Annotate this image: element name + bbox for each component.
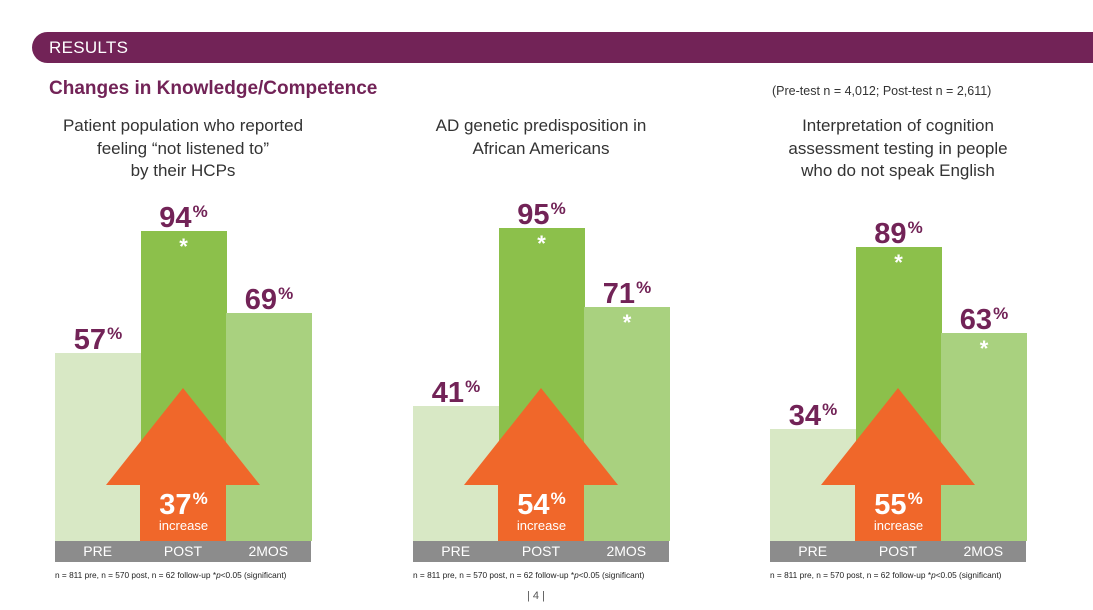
data-label-value: 69 bbox=[244, 284, 278, 317]
increase-number: 37 bbox=[159, 489, 192, 521]
increase-value: 37% bbox=[141, 484, 227, 520]
data-label: 69% bbox=[226, 279, 312, 315]
chart-title-line: by their HCPs bbox=[130, 161, 236, 180]
increase-number: 54 bbox=[517, 489, 550, 521]
data-label: 94% bbox=[141, 197, 227, 233]
arrow-shape bbox=[821, 388, 975, 541]
increase-arrow-icon bbox=[106, 388, 260, 541]
chart-panel: Patient population who reported feeling “… bbox=[55, 0, 312, 610]
tick-label: POST bbox=[878, 543, 918, 559]
increase-label: increase bbox=[873, 518, 924, 533]
section-title: Changes in Knowledge/Competence bbox=[49, 78, 378, 99]
increase-number: 55 bbox=[874, 489, 907, 521]
data-label-value: 63 bbox=[959, 304, 993, 337]
bar-2mos bbox=[226, 313, 312, 541]
data-label: 34% bbox=[770, 395, 856, 431]
percent-sign: % bbox=[465, 376, 481, 396]
tick-label: 2MOS bbox=[963, 543, 1004, 559]
data-label-value: 71 bbox=[602, 277, 636, 310]
banner-label: RESULTS bbox=[49, 38, 129, 57]
percent-sign: % bbox=[278, 284, 294, 304]
tick-label: 2MOS bbox=[248, 543, 289, 559]
data-label-value: 95 bbox=[517, 198, 550, 231]
footnote-text: n = 811 pre, n = 570 post, n = 62 follow… bbox=[55, 570, 217, 580]
chart-title: Interpretation of cognition assessment te… bbox=[730, 115, 1066, 183]
chart-title-line: Interpretation of cognition bbox=[802, 116, 994, 135]
increase-arrow-icon bbox=[464, 388, 618, 541]
footnote-text: <0.05 (significant) bbox=[578, 570, 645, 580]
chart-title: Patient population who reported feeling “… bbox=[15, 115, 351, 183]
increase-label: increase bbox=[516, 518, 567, 533]
percent-sign: % bbox=[192, 489, 208, 508]
footnote-text: <0.05 (significant) bbox=[220, 570, 287, 580]
data-label-value: 57 bbox=[73, 323, 107, 356]
data-label-value: 41 bbox=[431, 376, 465, 409]
percent-sign: % bbox=[107, 323, 123, 343]
increase-label: increase bbox=[158, 518, 209, 533]
percent-sign: % bbox=[993, 304, 1009, 324]
data-label: 89% bbox=[856, 213, 942, 249]
footnote-p: p bbox=[574, 570, 579, 580]
significance-asterisk: * bbox=[979, 336, 989, 362]
arrow-shape bbox=[464, 388, 618, 541]
chart-title-line: African Americans bbox=[472, 138, 610, 158]
chart-title-line: assessment testing in people bbox=[788, 138, 1008, 158]
category-axis: PRE POST 2MOS bbox=[55, 541, 311, 562]
category-axis: PRE POST 2MOS bbox=[770, 541, 1026, 562]
data-label: 57% bbox=[55, 319, 141, 355]
chart-title: AD genetic predisposition in African Amer… bbox=[373, 115, 709, 160]
category-axis: PRE POST 2MOS bbox=[413, 541, 669, 562]
tick-label: POST bbox=[521, 543, 561, 559]
results-banner: RESULTS bbox=[32, 32, 1093, 63]
chart-panel: AD genetic predisposition in African Amer… bbox=[413, 0, 670, 610]
percent-sign: % bbox=[822, 399, 838, 419]
tick-label: 2MOS bbox=[606, 543, 647, 559]
tick-label: PRE bbox=[83, 543, 113, 559]
chart-title-line: Patient population who reported bbox=[62, 116, 304, 135]
footnote: n = 811 pre, n = 570 post, n = 62 follow… bbox=[55, 570, 335, 580]
data-label: 95% bbox=[499, 194, 585, 230]
significance-asterisk: * bbox=[537, 230, 546, 256]
data-label-value: 94 bbox=[159, 201, 192, 234]
footnote-p: p bbox=[931, 570, 936, 580]
data-label: 71% bbox=[584, 273, 670, 309]
page-number: | 4 | bbox=[527, 590, 545, 602]
bar-2mos bbox=[941, 333, 1027, 541]
bar-pre bbox=[55, 352, 141, 541]
footnote: n = 811 pre, n = 570 post, n = 62 follow… bbox=[413, 570, 693, 580]
increase-arrow-icon bbox=[821, 388, 975, 541]
arrow-shape bbox=[106, 388, 260, 541]
bar-2mos bbox=[584, 306, 670, 541]
chart-panel: Interpretation of cognition assessment te… bbox=[770, 0, 1027, 610]
percent-sign: % bbox=[907, 218, 923, 238]
tick-label: POST bbox=[163, 543, 203, 559]
data-label: 63% bbox=[941, 299, 1027, 335]
sample-size-note: (Pre-test n = 4,012; Post-test n = 2,611… bbox=[772, 84, 992, 98]
footnote-text: n = 811 pre, n = 570 post, n = 62 follow… bbox=[770, 570, 932, 580]
tick-label: PRE bbox=[441, 543, 471, 559]
percent-sign: % bbox=[192, 201, 208, 221]
data-label: 41% bbox=[413, 372, 499, 408]
percent-sign: % bbox=[550, 489, 566, 508]
chart-title-line: AD genetic predisposition in bbox=[435, 116, 647, 135]
significance-asterisk: * bbox=[894, 250, 903, 276]
footnote: n = 811 pre, n = 570 post, n = 62 follow… bbox=[770, 570, 1050, 580]
chart-title-line: who do not speak English bbox=[801, 161, 995, 180]
footnote-p: p bbox=[216, 570, 221, 580]
significance-asterisk: * bbox=[179, 233, 188, 259]
chart-title-line: feeling “not listened to” bbox=[97, 138, 269, 158]
footnote-text: <0.05 (significant) bbox=[935, 570, 1002, 580]
increase-value: 54% bbox=[499, 484, 585, 520]
percent-sign: % bbox=[907, 489, 923, 508]
tick-label: PRE bbox=[798, 543, 828, 559]
percent-sign: % bbox=[550, 198, 566, 218]
percent-sign: % bbox=[636, 277, 652, 297]
data-label-value: 34 bbox=[788, 399, 822, 432]
significance-asterisk: * bbox=[622, 309, 632, 335]
footnote-text: n = 811 pre, n = 570 post, n = 62 follow… bbox=[413, 570, 575, 580]
data-label-value: 89 bbox=[874, 218, 907, 251]
increase-value: 55% bbox=[856, 484, 942, 520]
